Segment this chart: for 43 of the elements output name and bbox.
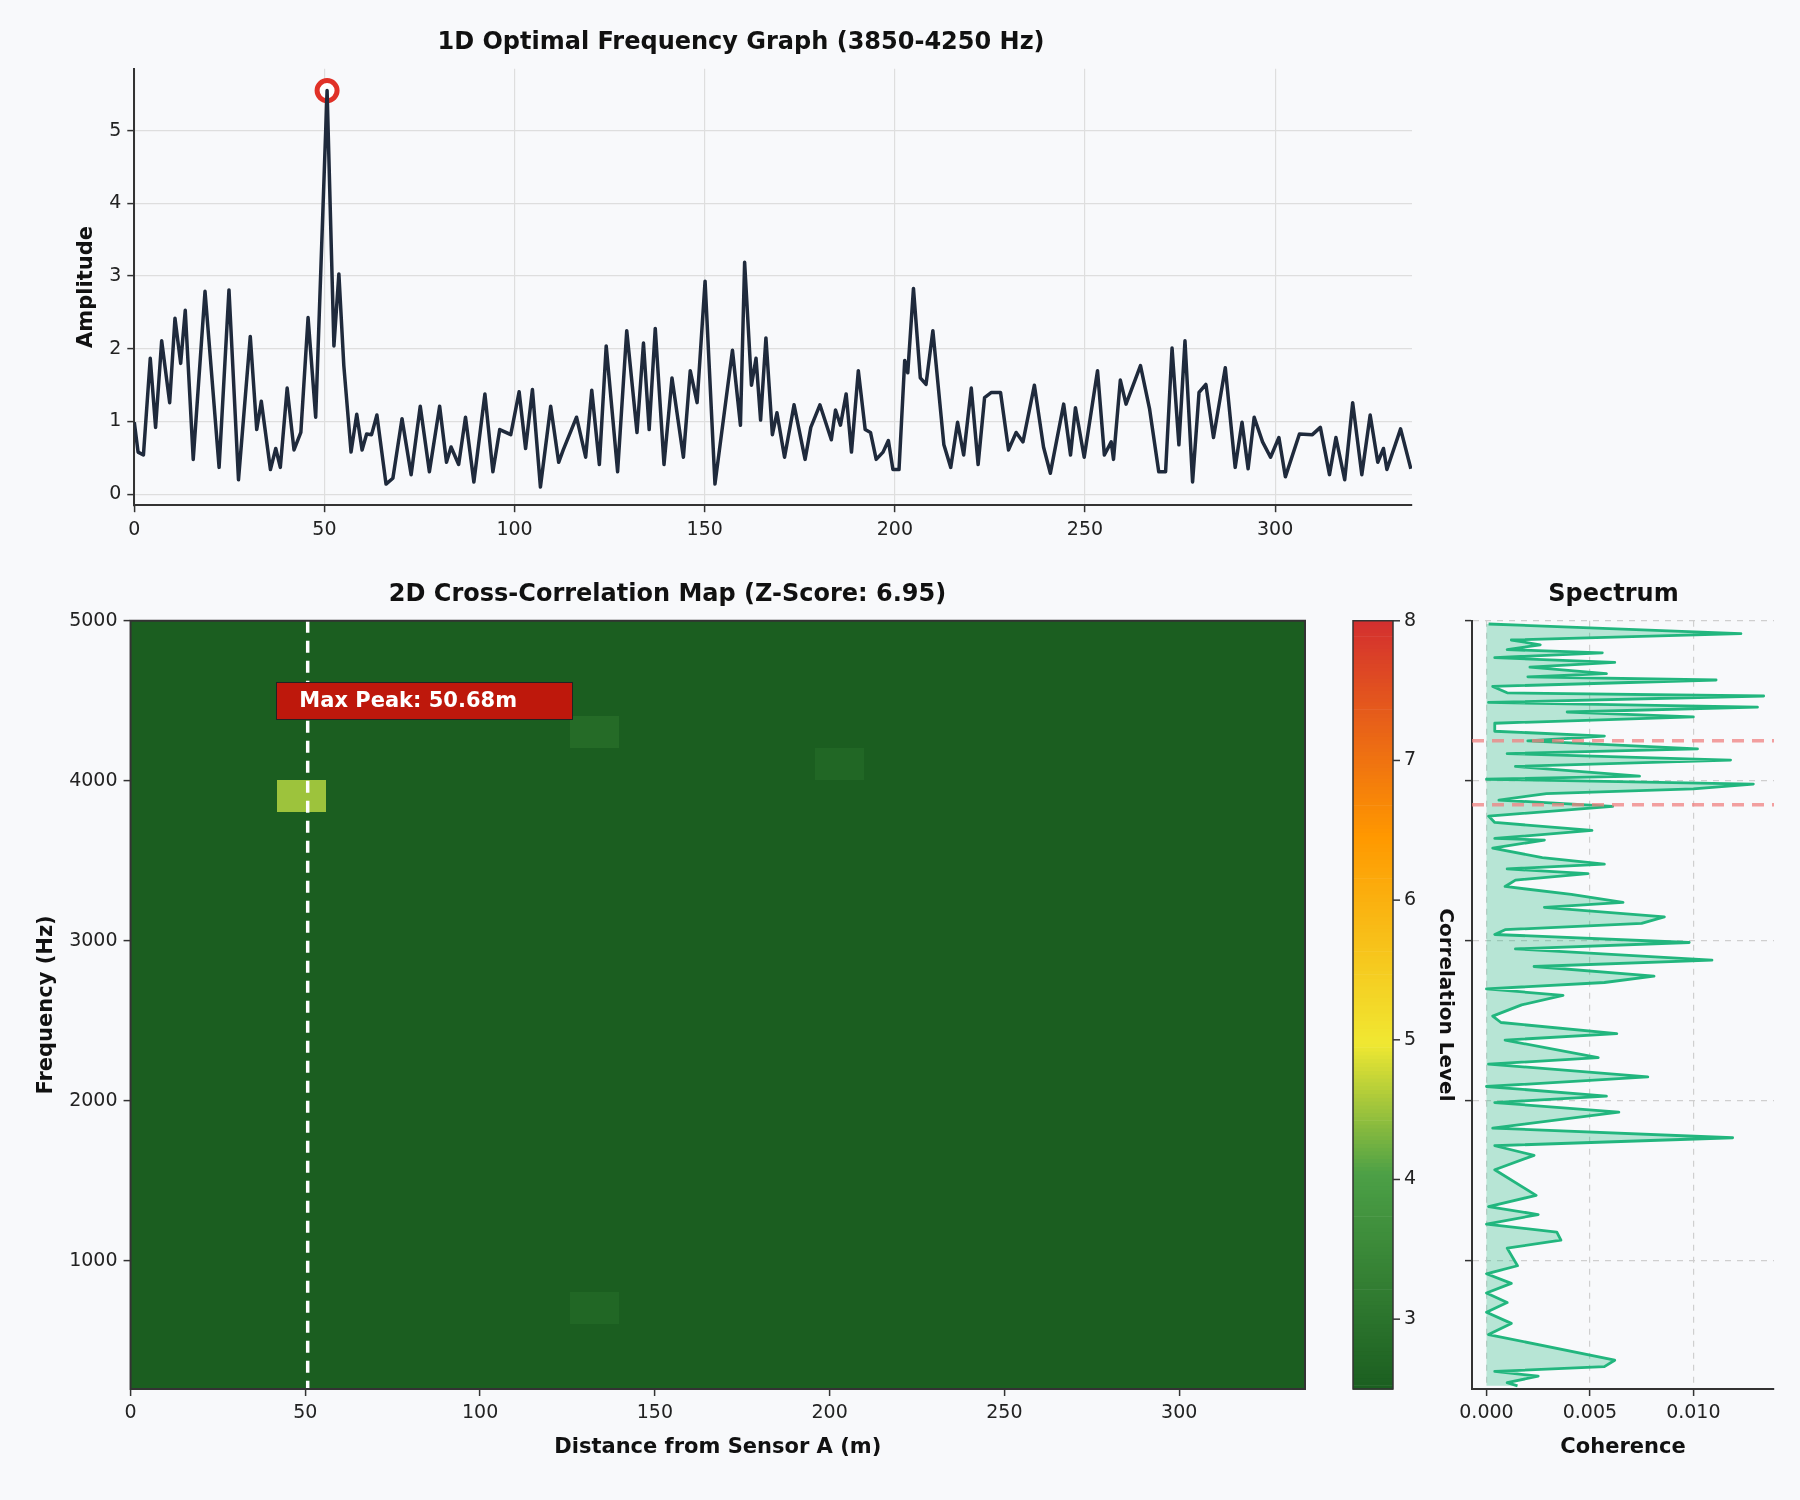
y-tick-label: 3	[109, 263, 122, 286]
x-axis-title: Distance from Sensor A (m)	[554, 1433, 882, 1458]
x-tick-label: 150	[636, 1400, 673, 1423]
x-tick-label: 100	[461, 1400, 499, 1423]
x-tick-label: 50	[293, 1400, 318, 1423]
callout-box: Max Peak: 50.68m	[276, 681, 573, 720]
y-axis-title: Frequency (Hz)	[33, 915, 58, 1095]
y-tick-label: 4000	[69, 767, 118, 790]
x-tick-label: 300	[1256, 516, 1294, 539]
y-tick-label: 2	[109, 335, 122, 358]
y-tick-label: 1000	[69, 1247, 118, 1270]
x-tick-label: 200	[876, 516, 913, 539]
x-axis-title: Coherence	[1560, 1433, 1686, 1458]
color-bar-label: 4	[1404, 1166, 1417, 1189]
color-bar-label: 7	[1404, 747, 1417, 770]
x-tick-label: 0	[128, 516, 141, 539]
x-tick-label: 0.010	[1666, 1400, 1721, 1423]
x-tick-label: 250	[1066, 516, 1104, 539]
y-tick-label: 4	[109, 190, 122, 213]
x-tick-label: 300	[1161, 1400, 1198, 1423]
y-tick-label: 3000	[69, 927, 118, 950]
y-tick-label: 0	[109, 481, 122, 504]
color-bar-label: 8	[1404, 607, 1417, 630]
y-tick-label: 2000	[69, 1087, 118, 1110]
y-tick-label: 5	[109, 117, 122, 140]
x-tick-label: 50	[312, 516, 337, 539]
color-bar-label: 6	[1404, 887, 1417, 910]
y-tick-label: 1	[109, 408, 122, 431]
x-tick-label: 200	[811, 1400, 848, 1423]
chart-title: 2D Cross-Correlation Map (Z-Score: 6.95)	[388, 578, 947, 607]
x-tick-label: 250	[986, 1400, 1023, 1423]
y-axis-title: Amplitude	[73, 226, 98, 348]
x-tick-label: 0	[124, 1400, 137, 1423]
chart-title: Spectrum	[1548, 578, 1679, 607]
chart-title: 1D Optimal Frequency Graph (3850-4250 Hz)	[437, 26, 1045, 55]
color-bar-title: Correlation Level	[1434, 908, 1459, 1102]
x-tick-label: 0.000	[1459, 1400, 1514, 1423]
x-tick-label: 150	[686, 516, 723, 539]
color-bar-label: 3	[1404, 1306, 1417, 1329]
x-tick-label: 0.005	[1562, 1400, 1618, 1423]
y-tick-label: 5000	[69, 607, 118, 630]
x-tick-label: 100	[496, 516, 533, 539]
color-bar-label: 5	[1404, 1026, 1417, 1049]
